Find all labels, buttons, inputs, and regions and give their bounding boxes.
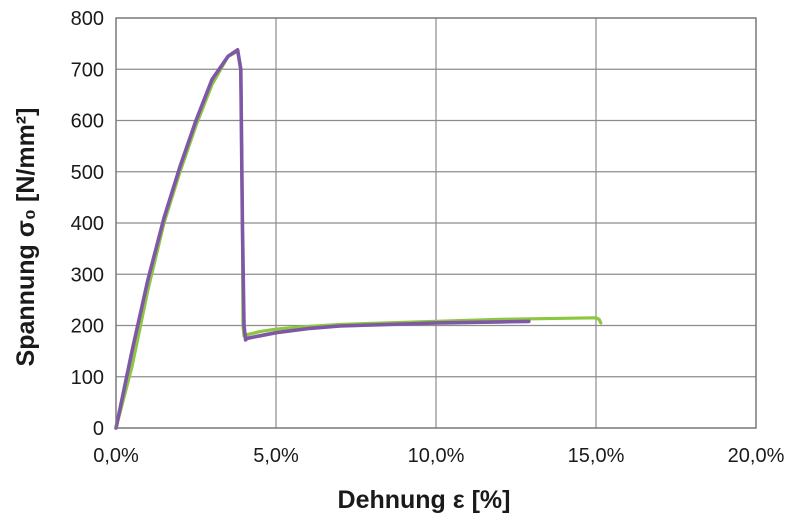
x-tick-label: 5,0% [253, 445, 299, 467]
x-tick-label: 15,0% [568, 445, 625, 467]
y-tick-label: 500 [71, 162, 104, 184]
y-axis-title: Spannung σ₀ [N/mm²] [12, 108, 40, 367]
series-group [114, 47, 603, 430]
x-tick-label: 20,0% [728, 445, 785, 467]
y-tick-label: 700 [71, 59, 104, 81]
y-tick-label: 100 [71, 367, 104, 389]
y-tick-label: 0 [93, 418, 104, 440]
series-line [114, 49, 603, 430]
x-axis-title: Dehnung ε [%] [338, 486, 511, 514]
y-tick-label: 600 [71, 111, 104, 133]
y-tick-label: 400 [71, 213, 104, 235]
plot-border [115, 17, 757, 429]
y-tick-label: 800 [71, 8, 104, 30]
y-tick-label: 300 [71, 264, 104, 286]
y-tick-label: 200 [71, 316, 104, 338]
x-tick-label: 0,0% [93, 445, 139, 467]
series-line [114, 47, 531, 430]
x-tick-label: 10,0% [408, 445, 465, 467]
axes: 0 100 200 300 400 500 600 700 800 0,0% 5,0% 10,0% 15… [71, 8, 785, 467]
